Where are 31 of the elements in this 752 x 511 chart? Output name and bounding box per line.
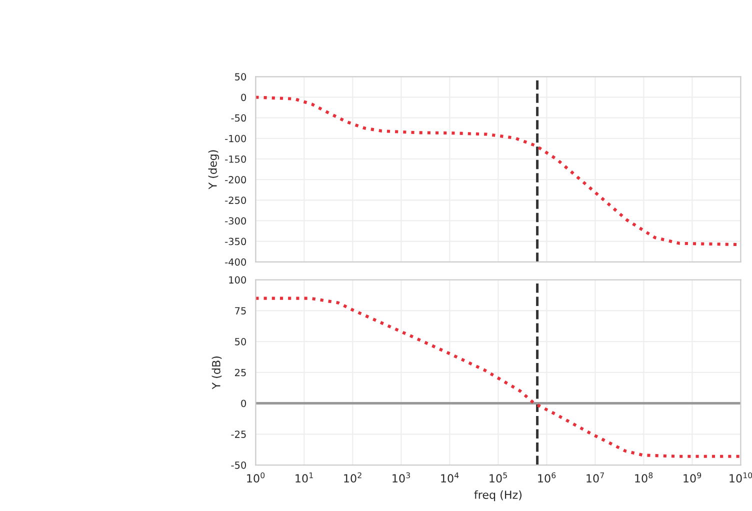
x-tick-label: 10$^{5}$	[490, 472, 507, 483]
y-tick-label: -350	[225, 238, 246, 246]
x-tick-label: 10$^{9}$	[684, 472, 702, 483]
y-tick-label: -400	[225, 258, 246, 266]
y-axis-title: Y (deg)	[208, 150, 220, 190]
y-tick-label: 0	[241, 94, 246, 102]
y-tick-label: 50	[235, 338, 246, 346]
y-tick-label: 50	[235, 73, 246, 80]
x-tick-label: 10$^{0}$	[247, 472, 265, 483]
y-tick-label: -150	[225, 155, 246, 163]
x-tick-label: 10$^{7}$	[586, 472, 604, 483]
y-tick-label: -250	[225, 196, 246, 204]
y-tick-label: 75	[235, 307, 246, 314]
x-tick-label: 10$^{2}$	[344, 472, 362, 483]
y-tick-label: -50	[231, 461, 246, 469]
y-tick-label: -300	[225, 217, 246, 225]
x-tick-label: 10$^{10}$	[730, 472, 752, 483]
y-tick-label: 0	[241, 400, 246, 408]
x-tick-label: 10$^{3}$	[392, 472, 410, 483]
y-tick-label: -50	[231, 114, 246, 122]
x-tick-label: 10$^{1}$	[296, 472, 313, 483]
x-tick-label: 10$^{8}$	[635, 472, 653, 483]
y-tick-label: -100	[225, 134, 246, 142]
y-tick-label: 25	[234, 368, 246, 376]
x-tick-label: 10$^{6}$	[538, 472, 556, 483]
y-tick-label: -200	[225, 176, 246, 184]
x-axis-title: freq (Hz)	[474, 490, 522, 502]
y-axis-title: Y (dB)	[212, 356, 222, 390]
y-tick-label: -25	[231, 430, 246, 438]
y-tick-label: 100	[229, 276, 246, 284]
x-tick-label: 10$^{4}$	[441, 472, 459, 483]
